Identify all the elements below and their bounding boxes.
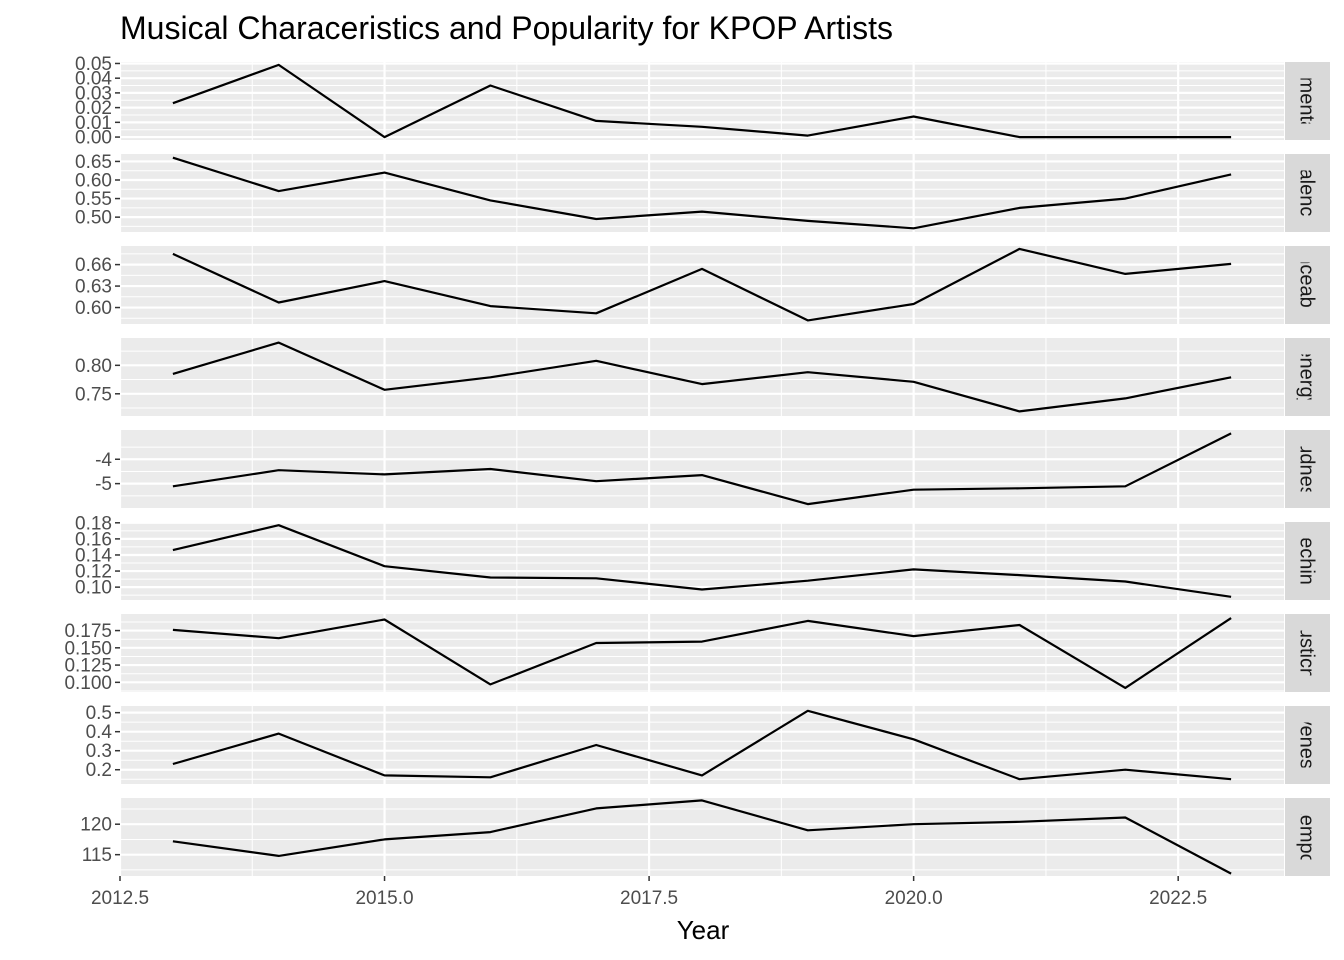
y-tick-label: 0.10	[75, 578, 112, 599]
series-line-tempo	[172, 799, 1232, 875]
series-line-danceability	[172, 247, 1232, 322]
facet-strip-label: ousticne	[1296, 616, 1318, 691]
facet-strip-label: iveness	[1296, 711, 1318, 779]
y-tick-label: 0.04	[75, 69, 112, 90]
facet-strip	[1285, 246, 1330, 324]
series-line-valence	[172, 156, 1232, 230]
y-tick-label: 0.02	[75, 98, 112, 119]
facet-strip	[1285, 62, 1330, 140]
y-tick-label: 0.60	[75, 171, 112, 192]
series-line-instrumentalness	[172, 63, 1232, 139]
facet-panel-energy: 0.75 0.80 energy	[75, 338, 1330, 416]
y-tick-label: 0.100	[64, 673, 112, 694]
chart-title: Musical Characeristics and Popularity fo…	[120, 10, 893, 46]
y-tick-label: 0.150	[64, 638, 112, 659]
facet-strip-label: nceabil	[1296, 253, 1318, 316]
panel-background	[120, 706, 1284, 784]
facet-panel-tempo: 115 120 tempo	[80, 798, 1330, 876]
y-tick-label: 0.80	[75, 356, 112, 377]
y-tick-label: -4	[95, 450, 112, 471]
x-tick-label: 2020.0	[885, 888, 943, 909]
facet-strip	[1285, 430, 1330, 508]
facet-strip	[1285, 706, 1330, 784]
facet-strip	[1285, 614, 1330, 692]
panel-background	[120, 430, 1284, 508]
x-axis: 2012.5 2015.0 2017.5 2020.0 2022.5	[91, 876, 1207, 909]
facet-panel-valence: 0.500.550.600.65 valence	[75, 152, 1330, 232]
x-tick-label: 2017.5	[620, 888, 678, 909]
y-tick-label: 0.66	[75, 255, 112, 276]
facet-panels: 0.000.010.020.030.040.05umental0.500.550…	[64, 54, 1330, 876]
series-line-acousticness	[172, 617, 1232, 690]
y-tick-label: 0.01	[75, 113, 112, 134]
facet-strip-label: oudness	[1296, 431, 1318, 507]
y-tick-label: 0.03	[75, 83, 112, 104]
y-tick-label: 0.16	[75, 529, 112, 550]
y-tick-label: 115	[82, 845, 112, 866]
y-tick-label: 0.18	[75, 513, 112, 534]
y-tick-label: 0.63	[75, 277, 112, 298]
x-tick-label: 2012.5	[91, 888, 149, 909]
x-tick-label: 2015.0	[355, 888, 413, 909]
facet-strip-label: tempo	[1296, 809, 1318, 865]
series-line-liveness	[172, 709, 1232, 781]
facet-strip	[1285, 522, 1330, 600]
facet-panel-speechiness: 0.100.120.140.160.18 eechine	[75, 513, 1330, 600]
y-tick-label: 0.14	[75, 545, 112, 566]
y-tick-label: 0.4	[86, 722, 113, 743]
panel-background	[120, 614, 1284, 692]
facet-strip-label: valence	[1296, 159, 1318, 228]
facet-panel-loudness: -5 -4 oudness	[95, 430, 1330, 508]
y-tick-label: 0.3	[86, 741, 112, 762]
y-tick-label: 0.175	[64, 621, 112, 642]
x-tick-label: 2022.5	[1149, 888, 1207, 909]
panel-background	[120, 154, 1284, 232]
facet-strip-label: eechine	[1296, 526, 1318, 596]
facet-strip	[1285, 798, 1330, 876]
panel-background	[120, 522, 1284, 600]
y-tick-label: 0.2	[86, 760, 112, 781]
y-tick-label: -5	[95, 474, 112, 495]
y-tick-label: 0.05	[75, 54, 112, 75]
y-tick-label: 0.00	[75, 128, 112, 149]
y-tick-label: 0.75	[75, 384, 112, 405]
series-line-energy	[172, 341, 1232, 413]
series-line-speechiness	[172, 524, 1232, 598]
y-tick-label: 0.50	[75, 208, 112, 229]
y-tick-label: 0.12	[75, 562, 112, 583]
facet-panel-instrumentalness: 0.000.010.020.030.040.05 umental	[75, 54, 1330, 149]
facet-strip-label: energy	[1296, 346, 1318, 407]
y-tick-label: 0.65	[75, 152, 112, 173]
panel-background	[120, 62, 1284, 140]
facet-strip	[1285, 338, 1330, 416]
y-tick-label: 0.5	[86, 703, 112, 724]
facet-strip	[1285, 154, 1330, 232]
panel-background	[120, 798, 1284, 876]
y-tick-label: 0.125	[64, 656, 112, 677]
y-tick-label: 0.55	[75, 189, 112, 210]
series-line-loudness	[172, 432, 1232, 506]
y-tick-label: 0.60	[75, 298, 112, 319]
x-axis-title: Year	[677, 915, 730, 945]
facet-panel-danceability: 0.600.630.66 nceabil	[75, 246, 1330, 324]
y-tick-label: 120	[80, 815, 112, 836]
facet-panel-liveness: 0.20.30.40.5 iveness	[86, 703, 1330, 784]
facet-strip-label: umental	[1296, 65, 1318, 136]
